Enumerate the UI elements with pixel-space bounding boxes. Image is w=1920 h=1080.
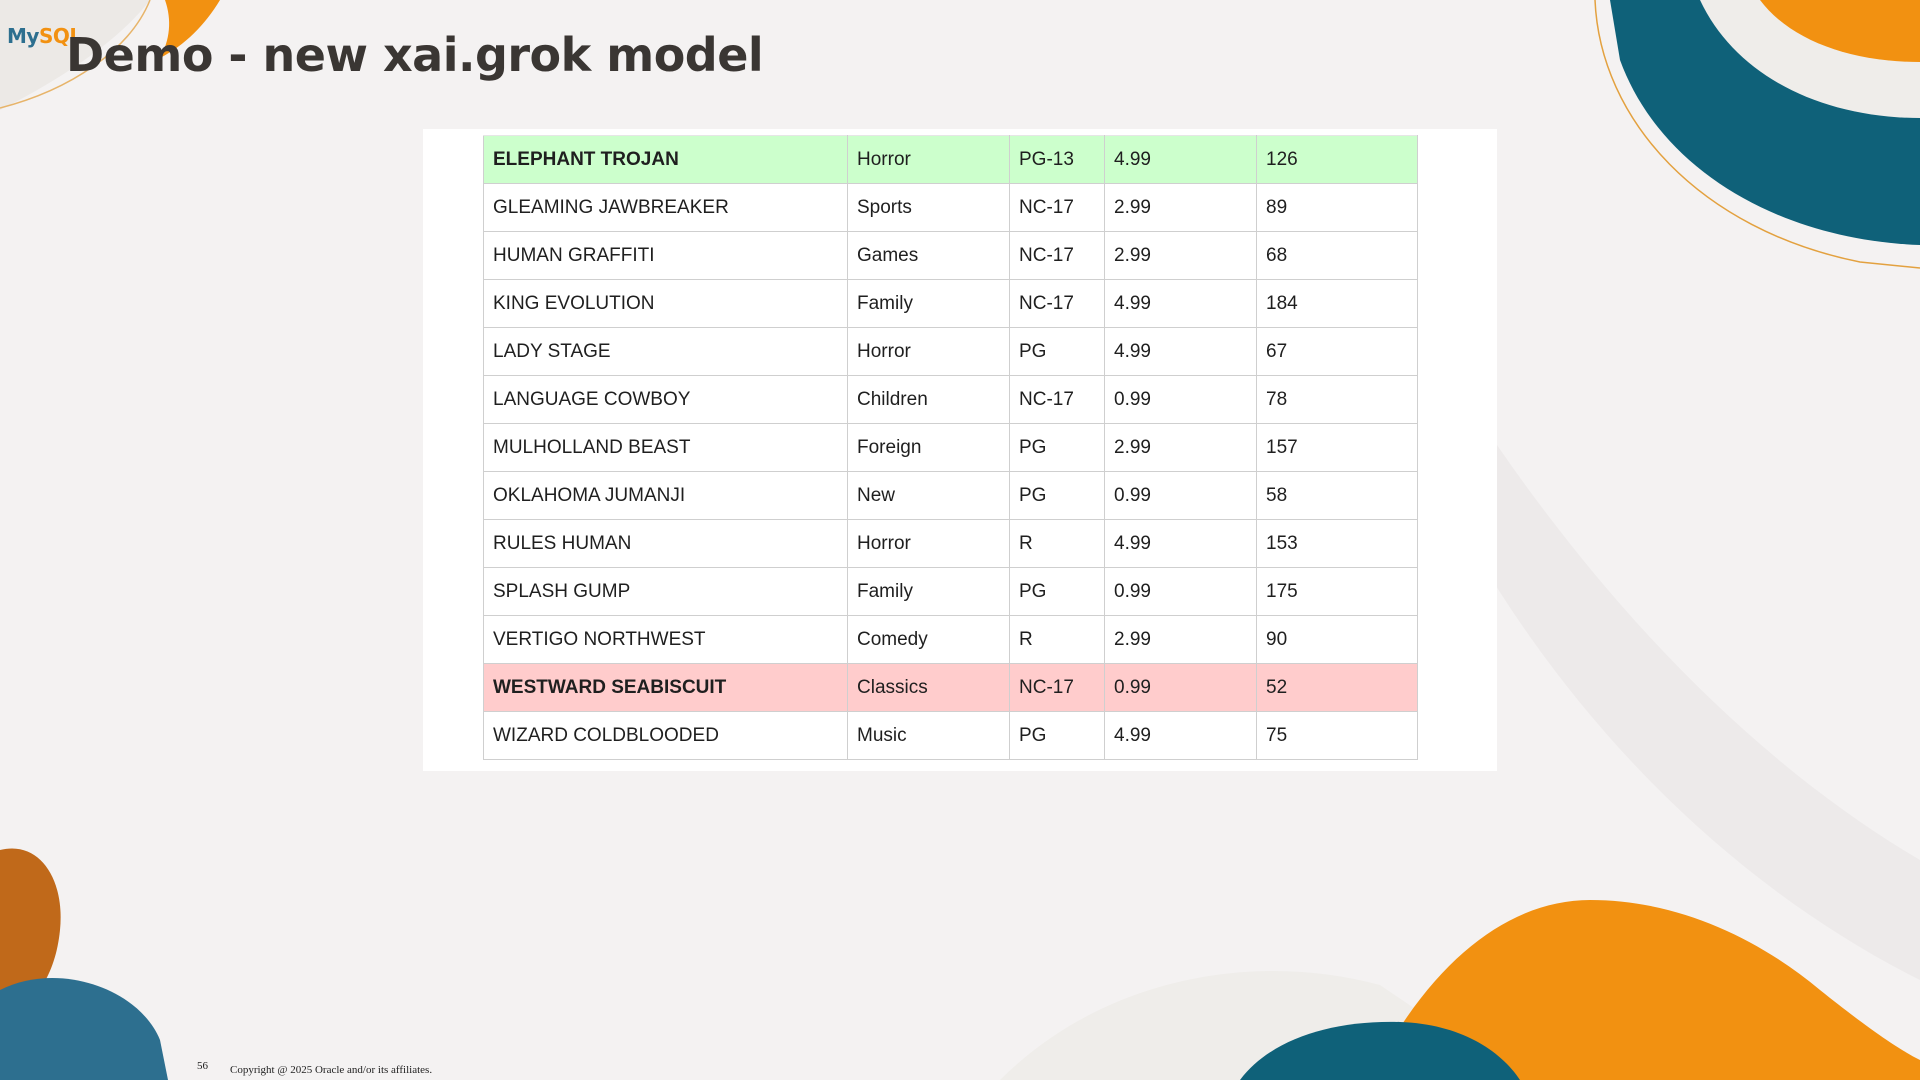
cell-category: Horror: [847, 135, 1010, 184]
table-row: OKLAHOMA JUMANJI New PG 0.99 58: [483, 471, 1418, 520]
cell-rate: 4.99: [1104, 711, 1257, 760]
cell-rating: PG: [1009, 567, 1105, 616]
cell-length: 184: [1256, 279, 1418, 328]
cell-title: LADY STAGE: [483, 327, 848, 376]
cell-rating: PG: [1009, 471, 1105, 520]
cell-length: 58: [1256, 471, 1418, 520]
page-number: 56: [197, 1060, 208, 1072]
cell-rate: 0.99: [1104, 567, 1257, 616]
cell-title: LANGUAGE COWBOY: [483, 375, 848, 424]
cell-length: 90: [1256, 615, 1418, 664]
cell-category: Family: [847, 567, 1010, 616]
results-table: ELEPHANT TROJAN Horror PG-13 4.99 126 GLEAMIN…: [483, 135, 1418, 760]
cell-length: 175: [1256, 567, 1418, 616]
cell-rate: 0.99: [1104, 663, 1257, 712]
cell-title: SPLASH GUMP: [483, 567, 848, 616]
cell-rating: NC-17: [1009, 375, 1105, 424]
cell-category: Children: [847, 375, 1010, 424]
cell-rating: R: [1009, 615, 1105, 664]
cell-title: HUMAN GRAFFITI: [483, 231, 848, 280]
cell-category: Sports: [847, 183, 1010, 232]
results-table-screenshot: ELEPHANT TROJAN Horror PG-13 4.99 126 GLEAMIN…: [423, 129, 1497, 771]
logo-text-sql: SQL: [38, 24, 82, 48]
results-table-body: ELEPHANT TROJAN Horror PG-13 4.99 126 GLEAMIN…: [483, 135, 1418, 760]
cell-category: New: [847, 471, 1010, 520]
cell-rate: 4.99: [1104, 279, 1257, 328]
cell-rating: PG: [1009, 327, 1105, 376]
cell-category: Music: [847, 711, 1010, 760]
cell-rating: NC-17: [1009, 279, 1105, 328]
cell-category: Family: [847, 279, 1010, 328]
table-row: LADY STAGE Horror PG 4.99 67: [483, 327, 1418, 376]
cell-rate: 2.99: [1104, 615, 1257, 664]
cell-rating: NC-17: [1009, 183, 1105, 232]
table-row: MULHOLLAND BEAST Foreign PG 2.99 157: [483, 423, 1418, 472]
table-row: WESTWARD SEABISCUIT Classics NC-17 0.99 52: [483, 663, 1418, 712]
cell-rate: 4.99: [1104, 327, 1257, 376]
cell-length: 68: [1256, 231, 1418, 280]
mysql-logo: MySQL: [7, 24, 82, 48]
cell-title: WIZARD COLDBLOODED: [483, 711, 848, 760]
cell-title: ELEPHANT TROJAN: [483, 135, 848, 184]
cell-length: 89: [1256, 183, 1418, 232]
cell-category: Classics: [847, 663, 1010, 712]
cell-rate: 4.99: [1104, 519, 1257, 568]
table-row: SPLASH GUMP Family PG 0.99 175: [483, 567, 1418, 616]
table-row: GLEAMING JAWBREAKER Sports NC-17 2.99 89: [483, 183, 1418, 232]
cell-title: OKLAHOMA JUMANJI: [483, 471, 848, 520]
cell-rate: 2.99: [1104, 423, 1257, 472]
cell-category: Games: [847, 231, 1010, 280]
table-row: VERTIGO NORTHWEST Comedy R 2.99 90: [483, 615, 1418, 664]
table-row: HUMAN GRAFFITI Games NC-17 2.99 68: [483, 231, 1418, 280]
cell-category: Horror: [847, 327, 1010, 376]
cell-length: 52: [1256, 663, 1418, 712]
cell-title: GLEAMING JAWBREAKER: [483, 183, 848, 232]
logo-text-my: My: [7, 24, 39, 48]
cell-length: 157: [1256, 423, 1418, 472]
table-row: WIZARD COLDBLOODED Music PG 4.99 75: [483, 711, 1418, 760]
cell-title: WESTWARD SEABISCUIT: [483, 663, 848, 712]
cell-rating: NC-17: [1009, 663, 1105, 712]
cell-title: KING EVOLUTION: [483, 279, 848, 328]
cell-rate: 0.99: [1104, 375, 1257, 424]
cell-rating: NC-17: [1009, 231, 1105, 280]
cell-rate: 2.99: [1104, 183, 1257, 232]
slide-title: Demo - new xai.grok model: [66, 28, 764, 82]
cell-length: 153: [1256, 519, 1418, 568]
cell-rating: PG: [1009, 711, 1105, 760]
cell-rating: R: [1009, 519, 1105, 568]
cell-rating: PG: [1009, 423, 1105, 472]
table-row: KING EVOLUTION Family NC-17 4.99 184: [483, 279, 1418, 328]
cell-length: 67: [1256, 327, 1418, 376]
table-row: RULES HUMAN Horror R 4.99 153: [483, 519, 1418, 568]
cell-title: VERTIGO NORTHWEST: [483, 615, 848, 664]
cell-category: Foreign: [847, 423, 1010, 472]
cell-category: Comedy: [847, 615, 1010, 664]
cell-rate: 2.99: [1104, 231, 1257, 280]
cell-length: 126: [1256, 135, 1418, 184]
cell-rating: PG-13: [1009, 135, 1105, 184]
cell-length: 75: [1256, 711, 1418, 760]
cell-length: 78: [1256, 375, 1418, 424]
cell-title: MULHOLLAND BEAST: [483, 423, 848, 472]
cell-rate: 0.99: [1104, 471, 1257, 520]
cell-rate: 4.99: [1104, 135, 1257, 184]
copyright-notice: Copyright @ 2025 Oracle and/or its affil…: [230, 1064, 433, 1076]
cell-category: Horror: [847, 519, 1010, 568]
table-row: ELEPHANT TROJAN Horror PG-13 4.99 126: [483, 135, 1418, 184]
cell-title: RULES HUMAN: [483, 519, 848, 568]
table-row: LANGUAGE COWBOY Children NC-17 0.99 78: [483, 375, 1418, 424]
